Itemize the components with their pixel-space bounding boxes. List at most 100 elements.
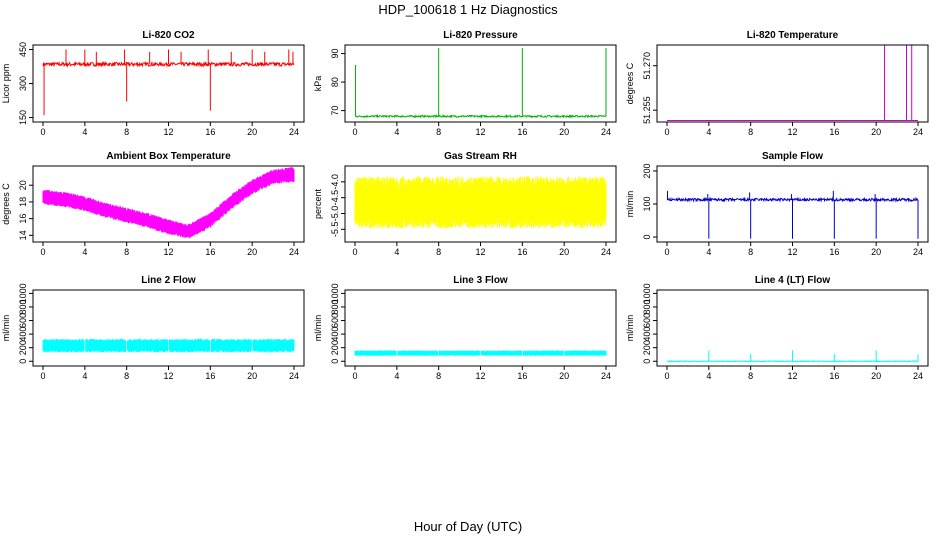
x-tick-label: 0 (352, 247, 357, 257)
y-tick-label: 18 (18, 197, 28, 207)
y-axis-label: kPa (313, 76, 323, 92)
x-tick-label: 4 (394, 127, 399, 137)
x-tick-label: 12 (787, 247, 797, 257)
series-line-2-flow (42, 338, 295, 353)
y-axis-label: ml/min (625, 191, 635, 218)
x-tick-label: 16 (205, 247, 215, 257)
y-tick-label: 150 (18, 110, 28, 125)
x-tick-label: 4 (394, 247, 399, 257)
x-tick-label: 16 (517, 247, 527, 257)
x-tick-label: 0 (40, 371, 45, 381)
x-tick-label: 8 (124, 247, 129, 257)
x-tick-label: 8 (124, 371, 129, 381)
y-tick-label: 600 (330, 313, 340, 328)
panel-line-2-flow: Line 2 Flow ml/min 0 4 8 12 16 20 24 0 20040060080… (1, 275, 305, 381)
panel-li-820-co2: Li-820 CO2 Licor ppm 0 4 8 12 16 20 24 150 300 450 (1, 30, 305, 137)
data-band (42, 338, 295, 353)
y-tick-label: 600 (642, 313, 652, 328)
x-tick-label: 12 (163, 247, 173, 257)
x-tick-label: 4 (394, 371, 399, 381)
y-tick-label: 400 (18, 327, 28, 342)
series-li-820-co2 (42, 49, 295, 116)
series-sample-flow (666, 190, 919, 239)
series-li-820-temperature (667, 45, 918, 121)
y-tick-label: -4.0 (330, 174, 340, 190)
y-tick-label: 100 (642, 196, 652, 211)
series-ambient-box-temperature (42, 167, 295, 239)
plot-frame (32, 289, 305, 367)
x-tick-label: 4 (706, 127, 711, 137)
x-tick-label: 16 (205, 127, 215, 137)
y-tick-label: 200 (642, 163, 652, 178)
y-tick-label: -5.5 (330, 222, 340, 238)
x-tick-label: 8 (124, 127, 129, 137)
x-tick-label: 4 (82, 127, 87, 137)
y-tick-label: 1000 (642, 283, 652, 303)
y-tick-label: 80 (330, 77, 340, 87)
x-tick-label: 20 (871, 247, 881, 257)
y-tick-label: -4.5 (330, 190, 340, 206)
x-tick-label: 24 (913, 247, 923, 257)
y-tick-label: 450 (18, 42, 28, 57)
y-tick-label: 70 (330, 106, 340, 116)
panel-sample-flow: Sample Flow ml/min 0 4 8 12 16 20 24 0 100 200 (625, 151, 929, 257)
y-tick-label: 300 (18, 76, 28, 91)
x-tick-label: 24 (289, 127, 299, 137)
y-axis-label: degrees C (1, 183, 11, 225)
y-tick-label: 0 (18, 359, 28, 364)
y-axis-label: ml/min (313, 315, 323, 342)
x-tick-label: 0 (40, 127, 45, 137)
x-tick-label: 4 (82, 247, 87, 257)
panel-li-820-temperature: Li-820 Temperature degrees C 0 4 8 12 16 20 24 51… (625, 30, 929, 137)
y-axis-label: ml/min (625, 315, 635, 342)
y-tick-label: 16 (18, 214, 28, 224)
y-tick-label: 600 (18, 313, 28, 328)
data-band (354, 350, 607, 356)
x-tick-label: 4 (82, 371, 87, 381)
x-tick-label: 24 (913, 127, 923, 137)
panel-line-3-flow: Line 3 Flow ml/min 0 4 8 12 16 20 24 0 20040060080… (313, 275, 617, 381)
series-gas-stream-rh (354, 176, 607, 229)
x-tick-label: 0 (664, 371, 669, 381)
x-tick-label: 16 (205, 371, 215, 381)
panel-title: Li-820 Temperature (747, 30, 839, 41)
data-band (354, 176, 607, 229)
x-tick-label: 8 (748, 127, 753, 137)
y-tick-label: -5.0 (330, 206, 340, 222)
figure-title: HDP_100618 1 Hz Diagnostics (378, 2, 558, 17)
x-tick-label: 20 (559, 247, 569, 257)
y-axis-label: ml/min (1, 315, 11, 342)
y-tick-label: 800 (18, 299, 28, 314)
y-axis-label: degrees C (625, 62, 635, 104)
data-line (354, 113, 607, 119)
x-tick-label: 20 (559, 127, 569, 137)
panel-ambient-box-temperature: Ambient Box Temperature degrees C 0 4 8 12 16 2… (1, 151, 305, 257)
series-line-3-flow (354, 350, 607, 356)
x-tick-label: 24 (913, 371, 923, 381)
x-tick-label: 16 (829, 371, 839, 381)
y-tick-label: 1000 (18, 283, 28, 303)
y-tick-label: 400 (330, 327, 340, 342)
x-tick-label: 24 (289, 371, 299, 381)
y-axis-label: Licor ppm (1, 64, 11, 104)
y-tick-label: 800 (642, 299, 652, 314)
x-tick-label: 20 (247, 127, 257, 137)
panel-title: Line 2 Flow (141, 275, 196, 286)
x-tick-label: 20 (559, 371, 569, 381)
data-band (42, 167, 295, 239)
x-tick-label: 0 (40, 247, 45, 257)
y-tick-label: 800 (330, 299, 340, 314)
x-tick-label: 12 (787, 371, 797, 381)
x-tick-label: 8 (748, 247, 753, 257)
x-tick-label: 20 (871, 127, 881, 137)
panel-title: Sample Flow (762, 151, 823, 162)
panel-title: Gas Stream RH (444, 151, 517, 162)
y-tick-label: 90 (330, 49, 340, 59)
y-axis-label: percent (313, 188, 323, 219)
x-tick-label: 20 (247, 247, 257, 257)
x-tick-label: 12 (475, 127, 485, 137)
x-tick-label: 12 (787, 127, 797, 137)
